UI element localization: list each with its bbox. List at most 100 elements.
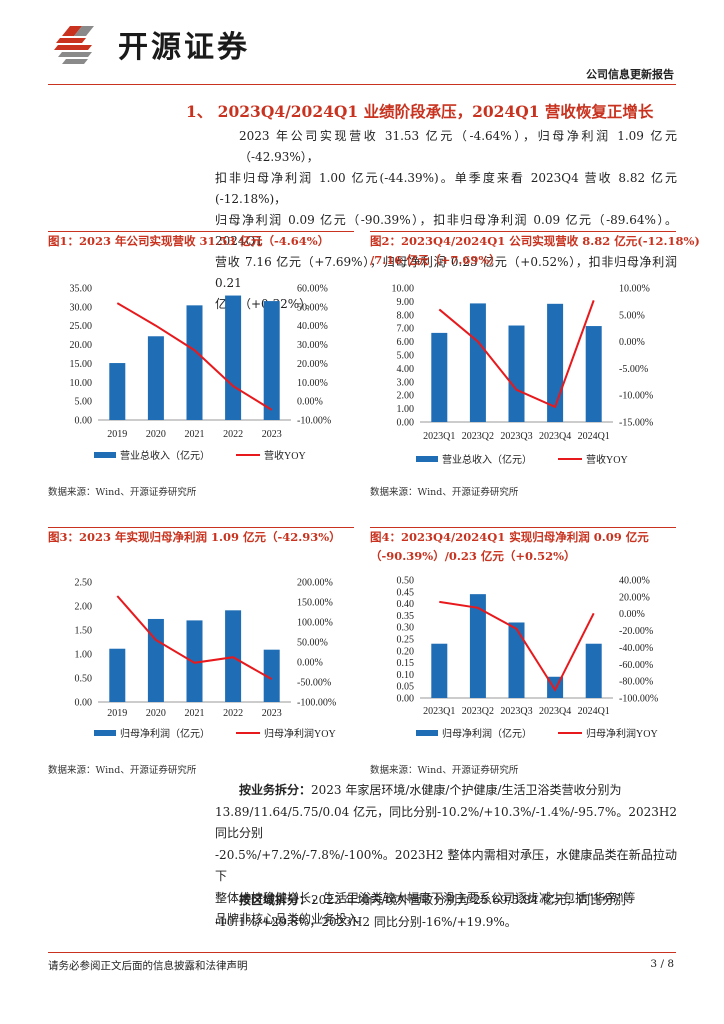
category-tick-label: 2022 bbox=[223, 708, 243, 719]
left-axis-tick-label: 0.20 bbox=[397, 646, 415, 657]
left-axis-tick-label: 6.00 bbox=[397, 337, 415, 348]
right-axis-tick-label: 30.00% bbox=[297, 340, 328, 351]
brand-logo-icon bbox=[54, 26, 94, 64]
bar bbox=[186, 620, 203, 702]
header-divider bbox=[48, 84, 676, 85]
right-axis-tick-label: 0.00% bbox=[297, 397, 323, 408]
legend-bar-label: 归母净利润（亿元） bbox=[442, 727, 532, 740]
left-axis-tick-label: 4.00 bbox=[397, 364, 415, 375]
region-label: 按区域拆分： bbox=[239, 893, 312, 907]
report-type: 公司信息更新报告 bbox=[586, 68, 674, 81]
legend-bar-swatch bbox=[416, 730, 438, 736]
left-axis-tick-label: 0.00 bbox=[75, 416, 93, 427]
bar bbox=[585, 643, 602, 698]
bar bbox=[225, 295, 242, 420]
legend-bar-swatch bbox=[416, 456, 438, 462]
category-tick-label: 2024Q1 bbox=[578, 706, 610, 717]
left-axis-tick-label: 8.00 bbox=[397, 310, 415, 321]
fig1-chart: 35.00 30.00 25.00 20.00 15.00 10.00 5.00 0.00 60… bbox=[70, 284, 332, 463]
bar bbox=[431, 643, 448, 698]
category-tick-label: 2023 bbox=[262, 429, 282, 440]
left-axis-tick-label: 3.00 bbox=[397, 377, 415, 388]
right-axis-tick-label: -60.00% bbox=[619, 660, 653, 671]
fig4-title: 图4：2023Q4/2024Q1 实现归母净利润 0.09 亿元 （-90.39… bbox=[370, 528, 678, 566]
right-axis-tick-label: -80.00% bbox=[619, 677, 653, 688]
right-axis-tick-label: -50.00% bbox=[297, 678, 331, 689]
legend-line-label: 归母净利润YOY bbox=[264, 727, 336, 740]
bar bbox=[469, 594, 486, 698]
business-line: 13.89/11.64/5.75/0.04 亿元，同比分别-10.2%/+10.… bbox=[215, 804, 677, 841]
category-tick-label: 2019 bbox=[107, 429, 127, 440]
legend-line-label: 归母净利润YOY bbox=[586, 727, 658, 740]
fig4-title-line1: 图4：2023Q4/2024Q1 实现归母净利润 0.09 亿元 bbox=[370, 530, 649, 544]
summary-line: 扣非归母净利润 1.00 亿元(-44.39%)。单季度来看 2023Q4 营收… bbox=[215, 171, 677, 206]
category-tick-label: 2024Q1 bbox=[578, 431, 610, 442]
legend-bar-swatch bbox=[94, 452, 116, 458]
right-axis-tick-label: -10.00% bbox=[297, 416, 331, 427]
right-axis-tick-label: -5.00% bbox=[619, 364, 648, 375]
fig1-top-rule bbox=[48, 231, 354, 232]
right-axis-tick-label: 0.00% bbox=[297, 658, 323, 669]
fig2-title-line2: /7.16 亿元（+7.69%） bbox=[370, 253, 501, 267]
fig2-source: 数据来源：Wind、开源证券研究所 bbox=[370, 487, 519, 498]
left-axis-tick-label: 2.00 bbox=[75, 602, 93, 613]
bar bbox=[547, 303, 564, 422]
left-axis-tick-label: 10.00 bbox=[392, 284, 415, 295]
right-axis-tick-label: 40.00% bbox=[619, 576, 650, 587]
right-axis-tick-label: -10.00% bbox=[619, 391, 653, 402]
fig4-title-line2: （-90.39%）/0.23 亿元（+0.52%） bbox=[370, 549, 576, 563]
left-axis-tick-label: 7.00 bbox=[397, 324, 415, 335]
footer-divider bbox=[48, 952, 676, 953]
page-number: 3 / 8 bbox=[650, 958, 674, 970]
category-tick-label: 2023Q3 bbox=[500, 431, 532, 442]
brand-name: 开源证券 bbox=[118, 30, 250, 65]
right-axis-tick-label: 200.00% bbox=[297, 578, 333, 589]
region-paragraph: 按区域拆分：2023 年境内/境外营收分别为 25.69/5.84 亿元，同比分… bbox=[215, 890, 677, 933]
left-axis-tick-label: 0.00 bbox=[75, 698, 93, 709]
right-axis-tick-label: -20.00% bbox=[619, 626, 653, 637]
legend-line-label: 营收YOY bbox=[264, 449, 306, 462]
fig3-chart: 2.50 2.00 1.50 1.00 0.50 0.00 200.00% 150.00% 10… bbox=[75, 578, 337, 741]
left-axis-tick-label: 0.00 bbox=[397, 418, 415, 429]
bar bbox=[263, 649, 280, 702]
bar bbox=[147, 618, 164, 702]
bar bbox=[225, 610, 242, 702]
business-line: 2023 年家居环境/水健康/个护健康/生活卫浴类营收分别为 bbox=[311, 783, 622, 797]
right-axis-tick-label: 50.00% bbox=[297, 302, 328, 313]
left-axis-tick-label: 1.00 bbox=[75, 650, 93, 661]
left-axis-tick-label: 0.50 bbox=[75, 674, 93, 685]
category-tick-label: 2023 bbox=[262, 708, 282, 719]
left-axis-tick-label: 15.00 bbox=[70, 359, 93, 370]
business-paragraph: 按业务拆分：2023 年家居环境/水健康/个护健康/生活卫浴类营收分别为 13.… bbox=[215, 780, 677, 931]
category-tick-label: 2022 bbox=[223, 429, 243, 440]
legend-bar-label: 营业总收入（亿元） bbox=[120, 449, 210, 462]
right-axis-tick-label: 50.00% bbox=[297, 638, 328, 649]
right-axis-tick-label: 10.00% bbox=[297, 378, 328, 389]
legend-bar-label: 归母净利润（亿元） bbox=[120, 727, 210, 740]
summary-line: 营收 7.16 亿元（+7.69%），归母净利润 0.23 亿元（+0.52%）… bbox=[215, 255, 677, 290]
bar bbox=[186, 305, 203, 420]
bar bbox=[585, 326, 602, 422]
left-axis-tick-label: 0.05 bbox=[397, 682, 415, 693]
right-axis-tick-label: -100.00% bbox=[619, 694, 658, 705]
left-axis-tick-label: 0.45 bbox=[397, 587, 415, 598]
category-tick-label: 2019 bbox=[107, 708, 127, 719]
category-tick-label: 2023Q4 bbox=[539, 431, 571, 442]
category-tick-label: 2023Q4 bbox=[539, 706, 571, 717]
left-axis-tick-label: 0.40 bbox=[397, 599, 415, 610]
bar bbox=[469, 303, 486, 422]
left-axis-tick-label: 0.10 bbox=[397, 670, 415, 681]
fig2-chart: 10.00 9.00 8.00 7.00 6.00 5.00 4.00 3.00 2.00 1.0… bbox=[392, 284, 654, 467]
left-axis-tick-label: 5.00 bbox=[397, 351, 415, 362]
left-axis-tick-label: 0.00 bbox=[397, 694, 415, 705]
left-axis-tick-label: 2.50 bbox=[75, 578, 93, 589]
right-axis-tick-label: 0.00% bbox=[619, 609, 645, 620]
left-axis-tick-label: 5.00 bbox=[75, 397, 93, 408]
bar bbox=[109, 363, 126, 420]
fig4-source: 数据来源：Wind、开源证券研究所 bbox=[370, 765, 519, 776]
category-tick-label: 2023Q3 bbox=[500, 706, 532, 717]
fig3-source: 数据来源：Wind、开源证券研究所 bbox=[48, 765, 197, 776]
yoy-line bbox=[116, 302, 273, 411]
category-tick-label: 2021 bbox=[185, 708, 205, 719]
summary-line: 归母净利润 0.09 亿元（-90.39%），扣非归母净利润 0.09 亿元（-… bbox=[215, 213, 677, 248]
